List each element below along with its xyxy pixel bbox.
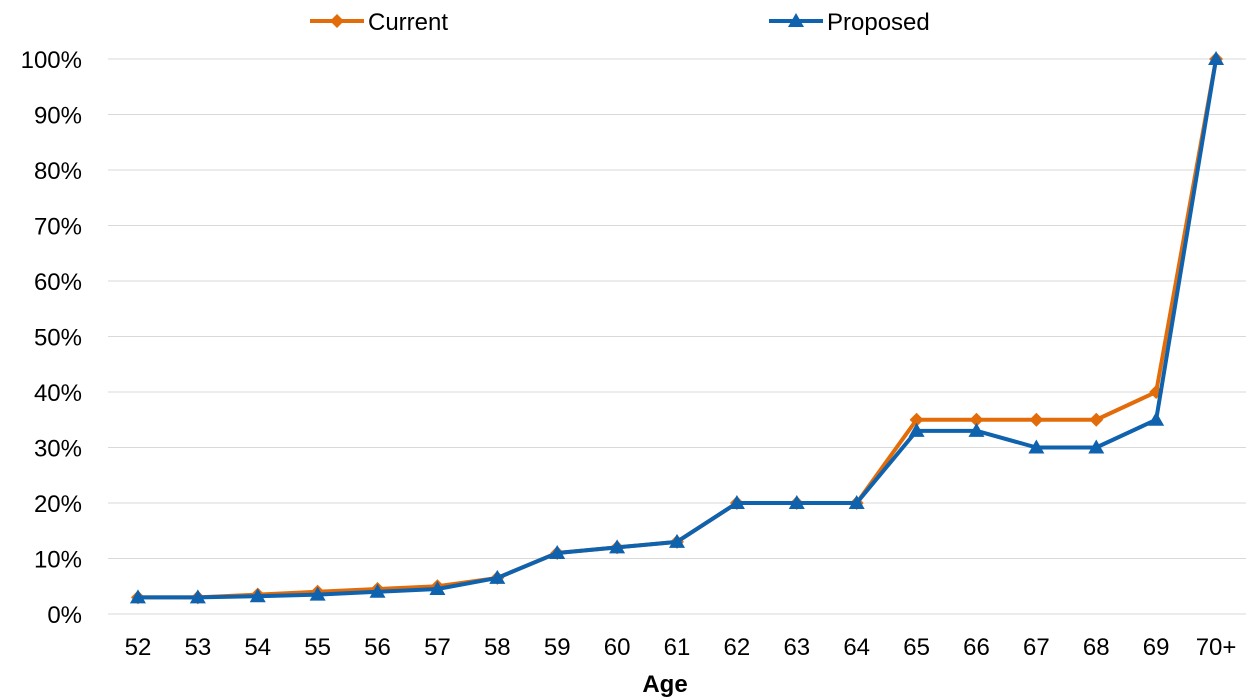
gridlines xyxy=(108,58,1246,615)
series-current xyxy=(130,52,1224,605)
data-point-proposed xyxy=(728,495,745,509)
x-tick-label: 54 xyxy=(244,634,271,661)
y-tick-label: 80% xyxy=(34,158,82,185)
x-tick-label: 70+ xyxy=(1196,634,1237,661)
y-tick-label: 70% xyxy=(34,214,82,241)
data-point-proposed xyxy=(189,589,206,604)
x-tick-label: 59 xyxy=(544,634,571,661)
series-proposed xyxy=(129,51,1225,604)
data-point-current xyxy=(969,412,984,427)
data-point-proposed xyxy=(489,569,506,584)
x-tick-label: 60 xyxy=(604,634,631,661)
data-point-proposed xyxy=(549,544,566,559)
y-tick-label: 60% xyxy=(34,269,82,296)
y-tick-label: 20% xyxy=(34,491,82,518)
x-tick-label: 55 xyxy=(304,634,331,661)
x-tick-label: 58 xyxy=(484,634,511,661)
x-tick-label: 69 xyxy=(1143,634,1170,661)
data-point-proposed xyxy=(1028,439,1045,454)
y-tick-label: 40% xyxy=(34,380,82,407)
y-tick-label: 30% xyxy=(34,436,82,463)
data-point-proposed xyxy=(788,495,805,509)
series-line-current xyxy=(137,58,1219,600)
x-tick-label: 67 xyxy=(1023,634,1050,661)
x-tick-label: 63 xyxy=(783,634,810,661)
data-point-proposed xyxy=(369,583,386,598)
x-tick-label: 61 xyxy=(664,634,691,661)
series-line-proposed xyxy=(137,58,1219,600)
data-point-proposed xyxy=(908,422,925,437)
legend-label-proposed: Proposed xyxy=(827,9,930,36)
x-tick-label: 66 xyxy=(963,634,990,661)
y-tick-label: 90% xyxy=(34,103,82,130)
data-point-proposed xyxy=(609,539,626,554)
x-tick-label: 64 xyxy=(843,634,870,661)
data-point-proposed xyxy=(429,581,446,596)
x-tick-label: 56 xyxy=(364,634,391,661)
legend-label-current: Current xyxy=(368,9,448,36)
legend-marker-current xyxy=(330,14,344,28)
legend-item-current: Current xyxy=(310,9,448,36)
x-tick-label: 53 xyxy=(184,634,211,661)
y-axis-ticks: 0% 10% 20% 30% 40% 50% 60% 70% 80% 90% 100% xyxy=(21,47,82,629)
legend-marker-proposed xyxy=(788,13,804,27)
x-tick-label: 65 xyxy=(903,634,930,661)
data-point-proposed xyxy=(1148,411,1165,426)
x-axis-title: Age xyxy=(642,671,687,698)
data-point-current xyxy=(909,412,924,427)
x-tick-label: 57 xyxy=(424,634,451,661)
data-point-current xyxy=(1029,412,1044,427)
x-tick-label: 62 xyxy=(724,634,751,661)
data-point-proposed xyxy=(249,588,266,603)
series-group xyxy=(129,51,1225,605)
data-point-proposed xyxy=(1208,51,1225,65)
y-tick-label: 10% xyxy=(34,547,82,574)
y-tick-label: 100% xyxy=(21,47,82,74)
legend: Current Proposed xyxy=(310,9,930,36)
x-tick-label: 52 xyxy=(125,634,152,661)
data-point-proposed xyxy=(129,589,146,604)
data-point-proposed xyxy=(309,586,326,601)
legend-item-proposed: Proposed xyxy=(769,9,930,36)
data-point-current xyxy=(1089,412,1104,427)
y-tick-label: 50% xyxy=(34,325,82,352)
x-axis-ticks: 52 53 54 55 56 57 58 59 60 61 62 63 64 65 66 67 68 69 70+ xyxy=(125,634,1237,661)
data-point-proposed xyxy=(968,422,985,437)
data-point-proposed xyxy=(848,495,865,509)
y-tick-label: 0% xyxy=(47,602,82,629)
data-point-proposed xyxy=(1088,439,1105,454)
data-point-proposed xyxy=(669,533,685,548)
x-tick-label: 68 xyxy=(1083,634,1110,661)
